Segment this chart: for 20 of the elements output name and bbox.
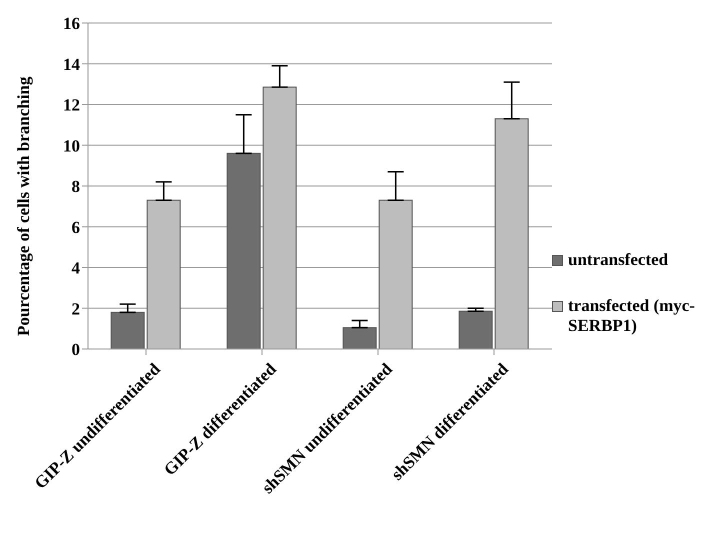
bar — [494, 118, 529, 349]
y-tick-label: 16 — [63, 14, 80, 34]
y-tick-label: 14 — [63, 54, 80, 74]
y-tick-label: 4 — [72, 258, 80, 278]
y-tick-label: 2 — [72, 299, 80, 318]
y-tick-label: 6 — [72, 218, 80, 237]
bar — [342, 327, 377, 349]
y-tick-label: 8 — [72, 177, 80, 196]
bar — [378, 200, 413, 349]
y-tick-label: 12 — [63, 96, 80, 115]
y-tick-label: 10 — [63, 136, 80, 156]
bar — [226, 152, 261, 349]
y-tick-label: 0 — [72, 340, 80, 360]
bar — [110, 312, 145, 349]
bar — [458, 310, 493, 349]
bar — [146, 200, 181, 349]
legend-label: transfected (myc-SERBP1) — [568, 296, 696, 336]
bar — [262, 86, 297, 349]
y-axis-title: Pourcentage of cells with branching — [14, 76, 34, 336]
legend-label: untransfected — [568, 250, 668, 270]
